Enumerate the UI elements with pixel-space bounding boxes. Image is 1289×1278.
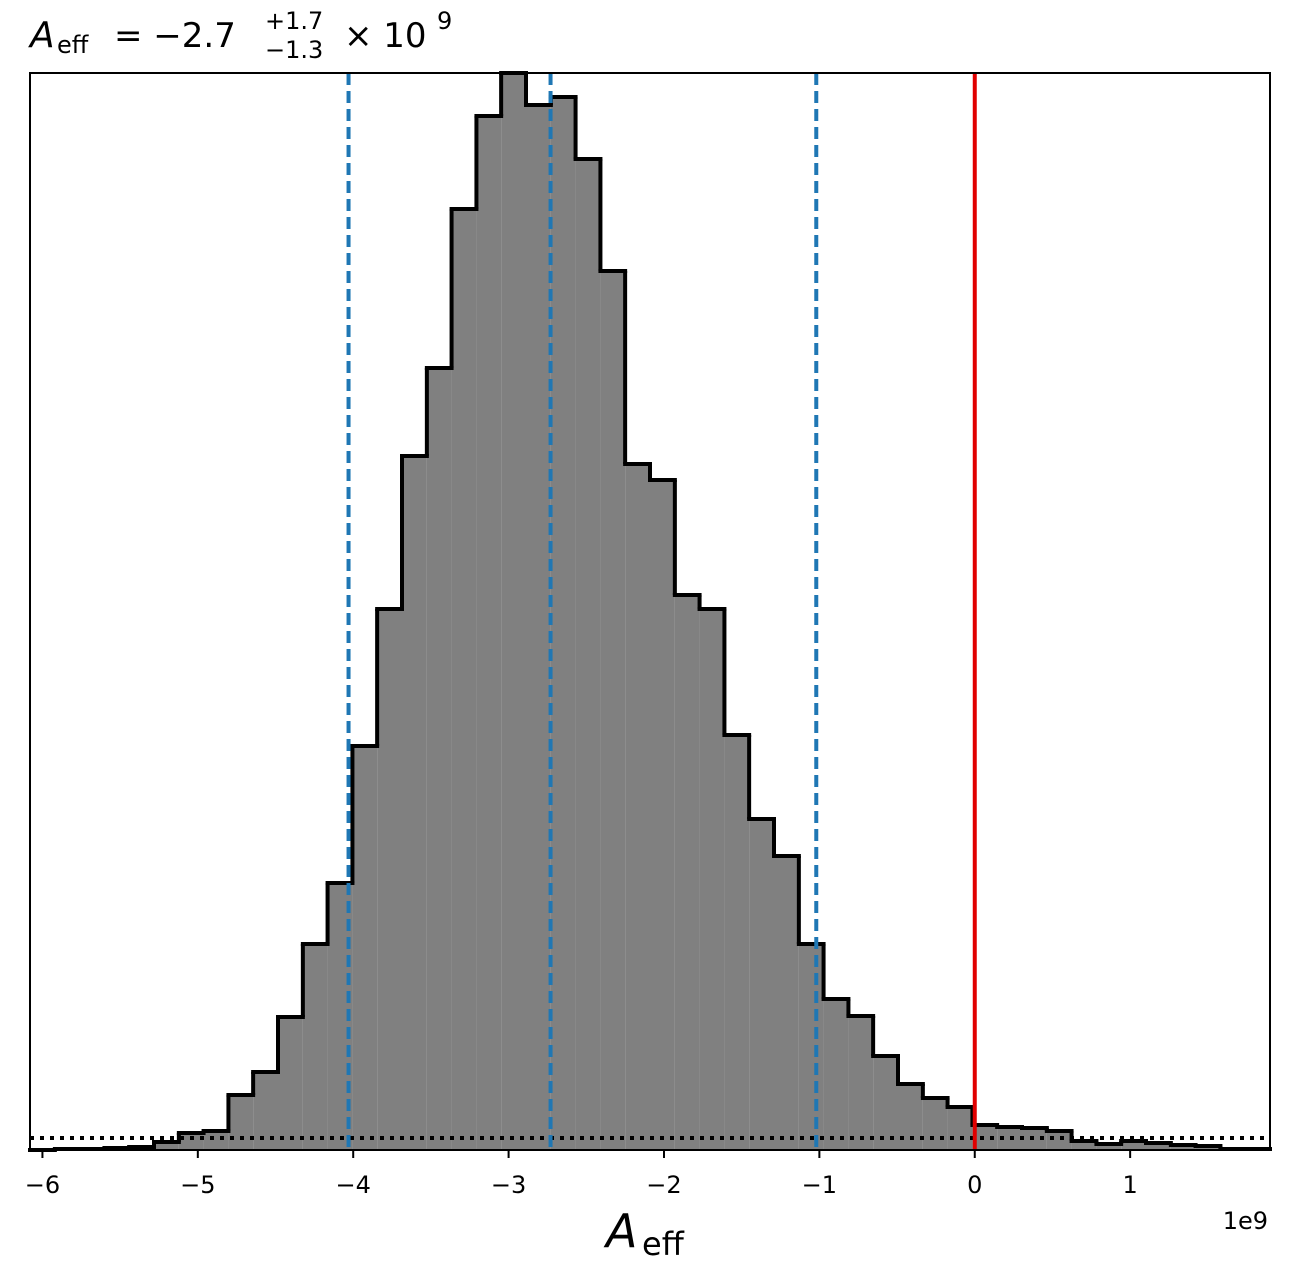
bar <box>550 97 576 1150</box>
offset-text: 1e9 <box>1223 1207 1268 1235</box>
bar <box>823 999 849 1150</box>
x-label-symbol: A <box>603 1204 637 1258</box>
bar <box>922 1098 948 1150</box>
bar <box>352 746 378 1150</box>
bar <box>377 609 402 1150</box>
bar <box>228 1095 254 1150</box>
x-tick-label: −3 <box>491 1171 526 1199</box>
bar <box>699 609 725 1150</box>
x-tick-label: 0 <box>967 1171 982 1199</box>
bar <box>1146 1143 1171 1150</box>
x-tick-label: −1 <box>802 1171 837 1199</box>
bar <box>575 159 601 1150</box>
x-tick-label: −4 <box>336 1171 371 1199</box>
bar <box>1022 1128 1047 1150</box>
bar <box>724 735 750 1150</box>
bar <box>947 1107 973 1150</box>
bar <box>1170 1145 1196 1150</box>
title-subscript: eff <box>57 31 89 59</box>
title-factor: × 10 <box>344 16 427 56</box>
bar <box>154 1142 179 1150</box>
bar <box>302 944 328 1150</box>
bar <box>600 271 626 1150</box>
bar <box>848 1016 874 1150</box>
x-tick-label: 1 <box>1123 1171 1138 1199</box>
bar <box>774 856 799 1150</box>
x-tick-label: −2 <box>646 1171 681 1199</box>
bar <box>1121 1141 1146 1150</box>
bar <box>997 1127 1022 1150</box>
plot-frame <box>29 72 1271 1151</box>
bar <box>898 1084 923 1150</box>
bar <box>526 105 551 1150</box>
bar <box>1096 1144 1122 1150</box>
title: A eff = −2.7 +1.7 −1.3 × 10 9 <box>28 7 452 64</box>
bar <box>501 73 526 1150</box>
bar <box>1071 1141 1097 1150</box>
x-label-subscript: eff <box>642 1225 685 1263</box>
bar <box>625 464 650 1150</box>
title-symbol: A <box>28 15 55 56</box>
bar <box>178 1133 204 1150</box>
bar <box>873 1056 898 1150</box>
bar <box>426 368 452 1150</box>
bar <box>674 595 700 1150</box>
bar <box>253 1072 278 1150</box>
bar <box>798 944 824 1150</box>
bar <box>278 1017 303 1150</box>
title-relation: = −2.7 <box>114 16 236 56</box>
bar <box>402 456 427 1150</box>
bar <box>1046 1131 1072 1150</box>
bar <box>650 480 675 1150</box>
x-tick-label: −5 <box>180 1171 215 1199</box>
title-lower: −1.3 <box>265 36 323 64</box>
bar <box>749 819 774 1150</box>
x-axis-label: A eff <box>603 1204 685 1263</box>
bar <box>451 209 477 1150</box>
title-exponent: 9 <box>437 7 452 35</box>
bar <box>203 1131 229 1150</box>
x-tick-label: −6 <box>25 1171 60 1199</box>
title-upper: +1.7 <box>265 7 323 35</box>
bar <box>476 116 502 1150</box>
